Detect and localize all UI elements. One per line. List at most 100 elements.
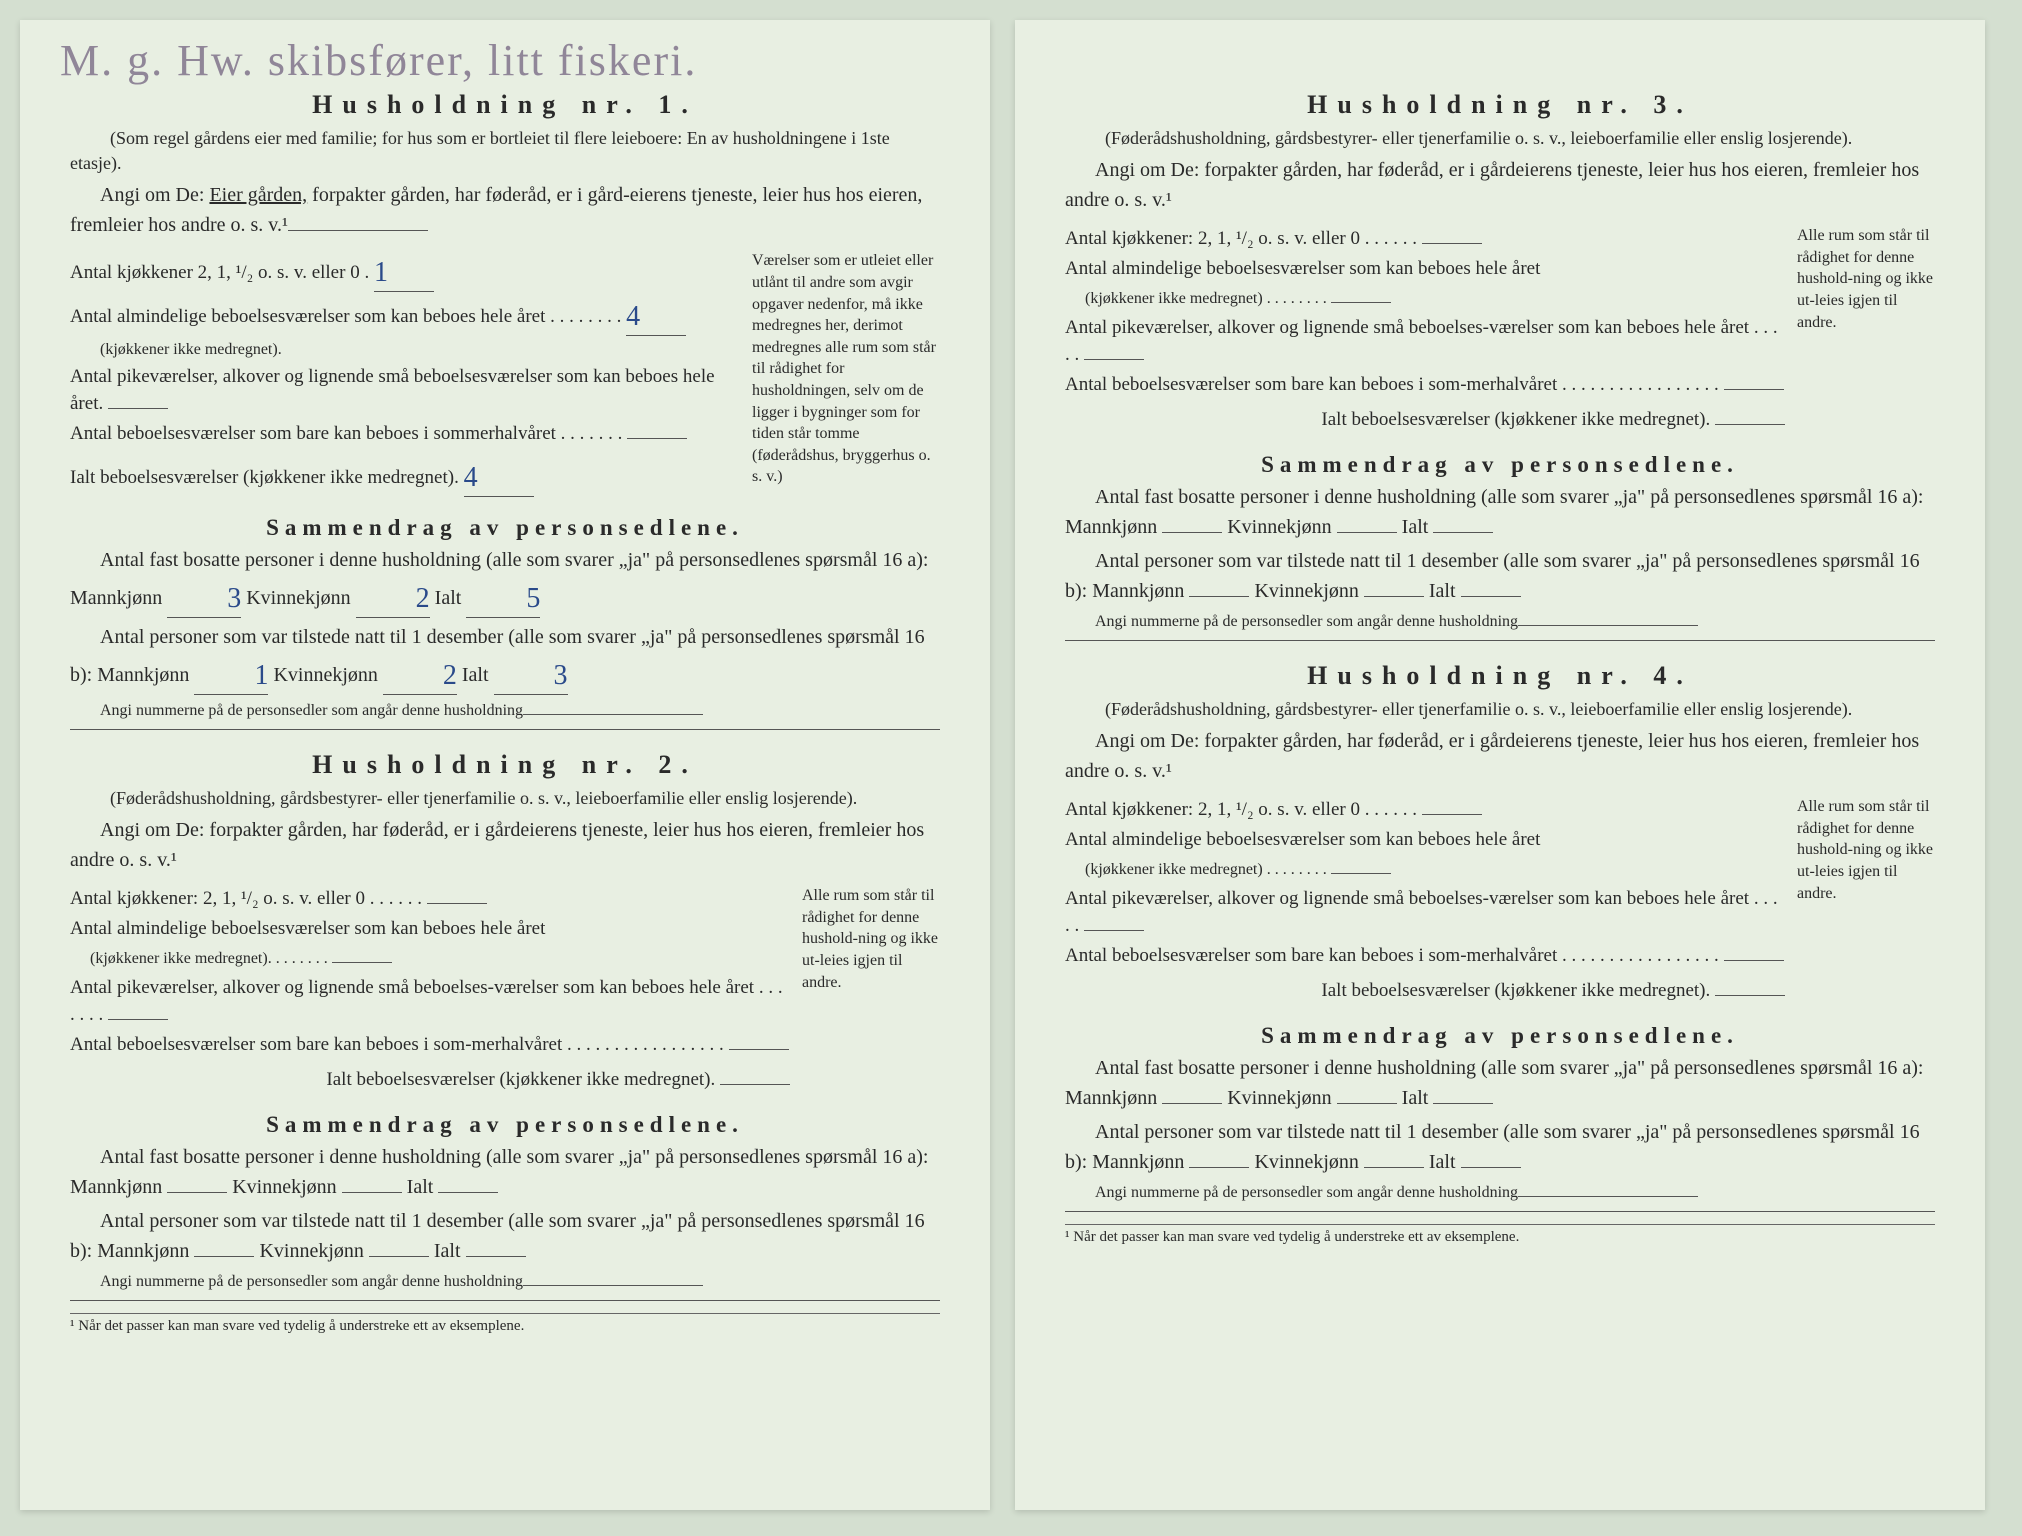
h3-rooms-small: Antal pikeværelser, alkover og lignende … bbox=[1065, 317, 1778, 366]
h4-nummerne: Angi nummerne på de personsedler som ang… bbox=[1065, 1181, 1935, 1212]
h4-title: Husholdning nr. 4. bbox=[1065, 661, 1935, 691]
h3-fast-bosatte: Antal fast bosatte personer i denne hush… bbox=[1065, 482, 1935, 542]
h3-nummerne-label: Angi nummerne på de personsedler som ang… bbox=[1095, 613, 1518, 630]
h3-kitchen-label: Antal kjøkkener: 2, 1, ¹/₂ o. s. v. elle… bbox=[1065, 228, 1417, 249]
footnote-left: ¹ Når det passer kan man svare ved tydel… bbox=[70, 1313, 940, 1335]
h4-kvinne: Kvinnekjønn bbox=[1227, 1087, 1331, 1109]
ialt-label-2: Ialt bbox=[462, 664, 489, 686]
h4-total-label: Ialt beboelsesværelser (kjøkkener ikke m… bbox=[1321, 980, 1710, 1001]
h2-tilstede-label: Antal personer som var tilstede natt til… bbox=[70, 1210, 925, 1262]
h4-fast-bosatte: Antal fast bosatte personer i denne hush… bbox=[1065, 1053, 1935, 1113]
h4-rooms-small: Antal pikeværelser, alkover og lignende … bbox=[1065, 888, 1778, 937]
h4-ialt: Ialt bbox=[1402, 1087, 1429, 1109]
h4-tilstede: Antal personer som var tilstede natt til… bbox=[1065, 1117, 1935, 1177]
brace-icon bbox=[786, 885, 800, 1096]
h2-rooms-all-year: Antal almindelige beboelsesværelser som … bbox=[70, 918, 545, 939]
h1-tilstede: Antal personer som var tilstede natt til… bbox=[70, 622, 940, 695]
h1-rooms-left: Antal kjøkkener 2, 1, ¹/₂ o. s. v. eller… bbox=[70, 250, 740, 499]
h2-fast-label: Antal fast bosatte personer i denne hush… bbox=[70, 1146, 929, 1198]
ialt-label: Ialt bbox=[435, 587, 462, 609]
h3-rooms-block: Antal kjøkkener: 2, 1, ¹/₂ o. s. v. elle… bbox=[1065, 225, 1935, 436]
kvinne-label: Kvinnekjønn bbox=[246, 587, 350, 609]
til-k: 2 bbox=[413, 655, 457, 697]
h2-title: Husholdning nr. 2. bbox=[70, 750, 940, 780]
h1-title: Husholdning nr. 1. bbox=[70, 90, 940, 120]
h3-tilstede-label: Antal personer som var tilstede natt til… bbox=[1065, 550, 1920, 602]
h4-subtitle: (Føderådshusholdning, gårdsbestyrer- ell… bbox=[1065, 697, 1935, 722]
h2-nummerne: Angi nummerne på de personsedler som ang… bbox=[70, 1270, 940, 1301]
fast-total: 5 bbox=[496, 578, 540, 620]
h4-rooms-note: (kjøkkener ikke medregnet) . . . . . . .… bbox=[1085, 861, 1327, 878]
nummerne-label: Angi nummerne på de personsedler som ang… bbox=[100, 702, 523, 719]
h3-rooms-left: Antal kjøkkener: 2, 1, ¹/₂ o. s. v. elle… bbox=[1065, 225, 1785, 436]
total-label: Ialt beboelsesværelser (kjøkkener ikke m… bbox=[70, 467, 459, 488]
h4-fast-label: Antal fast bosatte personer i denne hush… bbox=[1065, 1057, 1924, 1109]
page-left: M. g. Hw. skibsfører, litt fiskeri. Hush… bbox=[20, 20, 990, 1510]
kitchen-val: 1 bbox=[374, 253, 388, 294]
angi-underline: Eier gården, bbox=[209, 184, 307, 206]
angi-blank bbox=[288, 230, 428, 231]
h3-kvinne-2: Kvinnekjønn bbox=[1254, 580, 1358, 602]
h4-ialt-2: Ialt bbox=[1429, 1151, 1456, 1173]
h2-side-text: Alle rum som står til rådighet for denne… bbox=[802, 887, 938, 990]
h2-subtitle: (Føderådshusholdning, gårdsbestyrer- ell… bbox=[70, 786, 940, 811]
h3-nummerne: Angi nummerne på de personsedler som ang… bbox=[1065, 610, 1935, 641]
fast-m: 3 bbox=[197, 578, 241, 620]
h2-rooms-left: Antal kjøkkener: 2, 1, ¹/₂ o. s. v. elle… bbox=[70, 885, 790, 1096]
brace-icon bbox=[1781, 796, 1795, 1007]
h1-sammendrag-title: Sammendrag av personsedlene. bbox=[70, 515, 940, 541]
h4-sammendrag-title: Sammendrag av personsedlene. bbox=[1065, 1023, 1935, 1049]
h3-subtitle: (Føderådshusholdning, gårdsbestyrer- ell… bbox=[1065, 126, 1935, 151]
h3-sammendrag-title: Sammendrag av personsedlene. bbox=[1065, 452, 1935, 478]
h3-side-text: Alle rum som står til rådighet for denne… bbox=[1797, 227, 1933, 330]
h2-rooms-block: Antal kjøkkener: 2, 1, ¹/₂ o. s. v. elle… bbox=[70, 885, 940, 1096]
h3-total-label: Ialt beboelsesværelser (kjøkkener ikke m… bbox=[1321, 409, 1710, 430]
h3-angi: Angi om De: forpakter gården, har føderå… bbox=[1065, 155, 1935, 215]
rooms-summer: Antal beboelsesværelser som bare kan beb… bbox=[70, 423, 622, 444]
h3-rooms-note: (kjøkkener ikke medregnet) . . . . . . .… bbox=[1085, 290, 1327, 307]
kitchen-label: Antal kjøkkener 2, 1, ¹/₂ o. s. v. eller… bbox=[70, 262, 369, 283]
h3-title: Husholdning nr. 3. bbox=[1065, 90, 1935, 120]
h4-kitchen-label: Antal kjøkkener: 2, 1, ¹/₂ o. s. v. elle… bbox=[1065, 799, 1417, 820]
h2-kvinne: Kvinnekjønn bbox=[232, 1176, 336, 1198]
h1-angi: Angi om De: Eier gården, forpakter gårde… bbox=[70, 180, 940, 240]
h4-kvinne-2: Kvinnekjønn bbox=[1254, 1151, 1358, 1173]
h1-rooms-block: Antal kjøkkener 2, 1, ¹/₂ o. s. v. eller… bbox=[70, 250, 940, 499]
h1-subtitle: (Som regel gårdens eier med familie; for… bbox=[70, 126, 940, 176]
h2-total-label: Ialt beboelsesværelser (kjøkkener ikke m… bbox=[326, 1069, 715, 1090]
rooms-all-year-note: (kjøkkener ikke medregnet). bbox=[100, 341, 282, 358]
h2-rooms-summer: Antal beboelsesværelser som bare kan beb… bbox=[70, 1034, 724, 1055]
total-val: 4 bbox=[464, 458, 478, 499]
til-total: 3 bbox=[524, 655, 568, 697]
h4-rooms-left: Antal kjøkkener: 2, 1, ¹/₂ o. s. v. elle… bbox=[1065, 796, 1785, 1007]
h4-rooms-block: Antal kjøkkener: 2, 1, ¹/₂ o. s. v. elle… bbox=[1065, 796, 1935, 1007]
h4-nummerne-label: Angi nummerne på de personsedler som ang… bbox=[1095, 1184, 1518, 1201]
h2-ialt: Ialt bbox=[407, 1176, 434, 1198]
h2-fast-bosatte: Antal fast bosatte personer i denne hush… bbox=[70, 1142, 940, 1202]
brace-icon bbox=[1781, 225, 1795, 436]
fast-k: 2 bbox=[386, 578, 430, 620]
h2-sammendrag-title: Sammendrag av personsedlene. bbox=[70, 1112, 940, 1138]
kvinne-label-2: Kvinnekjønn bbox=[273, 664, 377, 686]
angi-prefix: Angi om De: bbox=[100, 184, 209, 206]
h4-side-text: Alle rum som står til rådighet for denne… bbox=[1797, 798, 1933, 901]
rooms-all-year: Antal almindelige beboelsesværelser som … bbox=[70, 306, 621, 327]
h2-angi: Angi om De: forpakter gården, har føderå… bbox=[70, 815, 940, 875]
brace-icon bbox=[736, 250, 750, 499]
h1-fast-bosatte: Antal fast bosatte personer i denne hush… bbox=[70, 545, 940, 618]
h3-kvinne: Kvinnekjønn bbox=[1227, 516, 1331, 538]
h2-side-note: Alle rum som står til rådighet for denne… bbox=[790, 885, 940, 1096]
h4-side-note: Alle rum som står til rådighet for denne… bbox=[1785, 796, 1935, 1007]
h2-tilstede: Antal personer som var tilstede natt til… bbox=[70, 1206, 940, 1266]
h2-nummerne-label: Angi nummerne på de personsedler som ang… bbox=[100, 1273, 523, 1290]
h4-angi: Angi om De: forpakter gården, har føderå… bbox=[1065, 726, 1935, 786]
h3-rooms-all-year: Antal almindelige beboelsesværelser som … bbox=[1065, 258, 1540, 279]
h2-rooms-small: Antal pikeværelser, alkover og lignende … bbox=[70, 977, 783, 1026]
h4-rooms-all-year: Antal almindelige beboelsesværelser som … bbox=[1065, 829, 1540, 850]
h3-side-note: Alle rum som står til rådighet for denne… bbox=[1785, 225, 1935, 436]
side-note-text: Værelser som er utleiet eller utlånt til… bbox=[752, 252, 936, 485]
h3-rooms-summer: Antal beboelsesværelser som bare kan beb… bbox=[1065, 374, 1719, 395]
handwritten-note-top: M. g. Hw. skibsfører, litt fiskeri. bbox=[60, 35, 697, 86]
til-m: 1 bbox=[224, 655, 268, 697]
h3-tilstede: Antal personer som var tilstede natt til… bbox=[1065, 546, 1935, 606]
